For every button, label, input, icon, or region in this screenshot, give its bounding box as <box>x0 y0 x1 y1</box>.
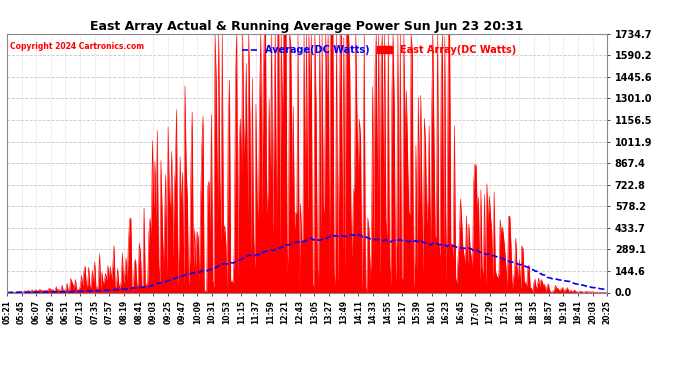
Text: Copyright 2024 Cartronics.com: Copyright 2024 Cartronics.com <box>10 42 144 51</box>
Title: East Array Actual & Running Average Power Sun Jun 23 20:31: East Array Actual & Running Average Powe… <box>90 20 524 33</box>
Legend: Average(DC Watts), East Array(DC Watts): Average(DC Watts), East Array(DC Watts) <box>239 41 520 59</box>
